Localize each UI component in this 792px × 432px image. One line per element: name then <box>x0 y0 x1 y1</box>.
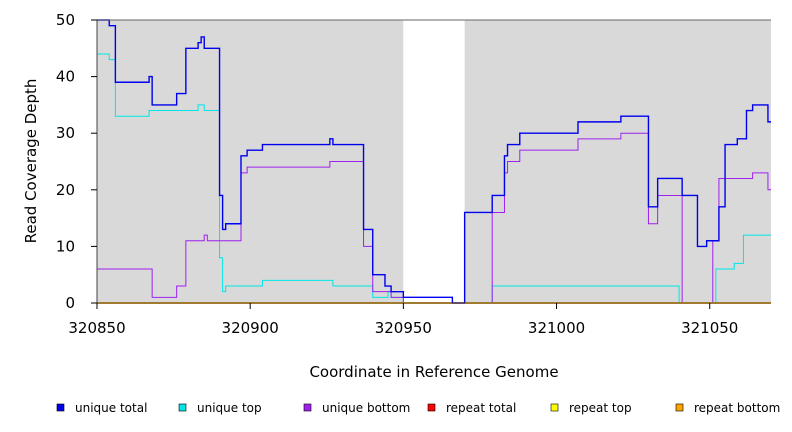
y-tick-label: 50 <box>56 11 75 29</box>
legend-swatch <box>675 403 684 412</box>
legend-label: repeat bottom <box>694 401 780 415</box>
legend-item-unique-total: unique total <box>56 401 147 415</box>
y-axis-ticks: 0 10 20 30 40 50 <box>56 11 97 312</box>
legend-swatch <box>303 403 312 412</box>
legend-label: unique bottom <box>322 401 410 415</box>
legend-swatch <box>550 403 559 412</box>
legend-label: unique total <box>75 401 147 415</box>
x-axis-label: Coordinate in Reference Genome <box>309 363 558 381</box>
x-tick-label: 320900 <box>222 319 279 337</box>
legend-label: unique top <box>197 401 262 415</box>
y-axis-label: Read Coverage Depth <box>22 79 40 244</box>
legend-item-repeat-total: repeat total <box>427 401 516 415</box>
y-tick-label: 10 <box>56 237 75 255</box>
y-tick-label: 30 <box>56 124 75 142</box>
legend-swatch <box>56 403 65 412</box>
y-tick-label: 0 <box>65 294 75 312</box>
x-tick-label: 321000 <box>528 319 585 337</box>
legend-label: repeat top <box>569 401 632 415</box>
y-tick-label: 40 <box>56 68 75 86</box>
legend-item-unique-bottom: unique bottom <box>303 401 410 415</box>
x-tick-label: 320850 <box>68 319 125 337</box>
unshaded-region <box>403 20 465 303</box>
axes <box>96 19 771 304</box>
legend-item-repeat-top: repeat top <box>550 401 632 415</box>
x-tick-label: 321050 <box>681 319 738 337</box>
legend-label: repeat total <box>446 401 516 415</box>
x-axis-ticks: 320850 320900 320950 321000 321050 <box>68 303 738 337</box>
legend-swatch <box>427 403 436 412</box>
legend-item-repeat-bottom: repeat bottom <box>675 401 780 415</box>
legend: unique total unique top unique bottom repea… <box>56 401 780 415</box>
legend-item-unique-top: unique top <box>178 401 262 415</box>
plot-background <box>97 20 771 303</box>
y-tick-label: 20 <box>56 181 75 199</box>
legend-swatch <box>178 403 187 412</box>
series-line-unique-total <box>97 19 771 304</box>
x-tick-label: 320950 <box>375 319 432 337</box>
